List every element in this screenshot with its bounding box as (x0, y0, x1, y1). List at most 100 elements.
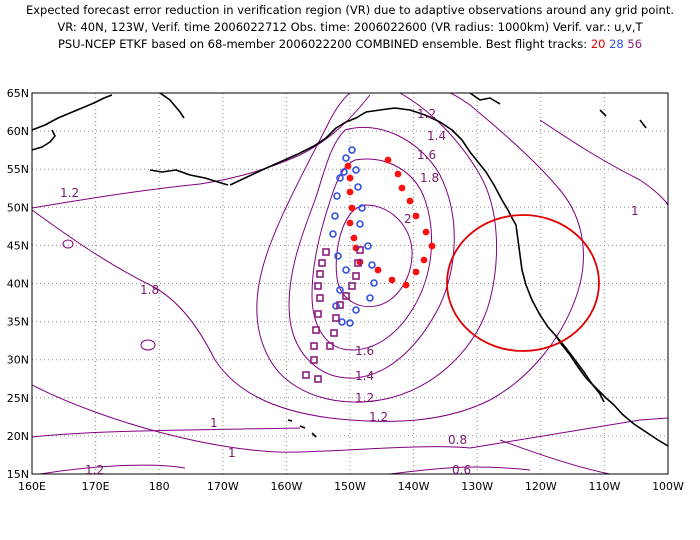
lat-tick-label: 20N (7, 430, 29, 443)
contour-1-0-outer (32, 384, 471, 453)
flight-track-56 (302, 246, 364, 383)
flight-track-marker (342, 292, 350, 300)
flight-track-marker (334, 252, 342, 260)
flight-track-marker (420, 256, 428, 264)
lon-tick-label: 100W (652, 480, 684, 493)
flight-track-marker (330, 329, 338, 337)
flight-track-marker (332, 314, 340, 322)
flight-track-marker (364, 242, 372, 250)
flight-track-marker (348, 146, 356, 154)
title-line-2: VR: 40N, 123W, Verif. time 2006022712 Ob… (57, 20, 643, 34)
flight-track-marker (348, 204, 356, 212)
flight-track-marker (346, 188, 354, 196)
contour-1-4 (256, 93, 498, 403)
flight-track-marker (352, 244, 360, 252)
contour-1-8 (311, 158, 433, 351)
lon-tick-label: 150W (334, 480, 366, 493)
lat-tick-label: 15N (7, 468, 29, 481)
flight-track-marker (352, 166, 360, 174)
flight-track-marker (314, 310, 322, 318)
track-56-label: 56 (627, 37, 643, 51)
contour-label: 1 (210, 416, 218, 430)
flight-track-marker (316, 294, 324, 302)
flight-track-marker (314, 282, 322, 290)
flight-track-marker (348, 282, 356, 290)
lon-tick-label: 110W (588, 480, 620, 493)
flight-track-marker (310, 342, 318, 350)
flight-track-marker (331, 212, 339, 220)
contour-label: 1.2 (355, 391, 374, 405)
lat-tick-label: 25N (7, 392, 29, 405)
contour-label: 1.2 (60, 186, 79, 200)
lon-tick-label: 140W (398, 480, 430, 493)
contour-label: 1.4 (355, 369, 374, 383)
flight-track-marker (352, 306, 360, 314)
flight-track-marker (366, 294, 374, 302)
coast-aleutians (149, 169, 229, 186)
flight-track-20 (344, 156, 436, 289)
figure-title: Expected forecast error reduction in ver… (0, 2, 700, 53)
coast-kamchatka (32, 129, 56, 151)
contour-1-0-east (469, 417, 668, 449)
contour-small-west (62, 239, 74, 249)
flight-track-marker (358, 204, 366, 212)
flight-track-marker (350, 234, 358, 242)
lon-tick-label: 170E (82, 480, 110, 493)
flight-track-marker (394, 170, 402, 178)
flight-track-marker (384, 156, 392, 164)
flight-track-marker (428, 242, 436, 250)
contour-2-0 (335, 204, 413, 308)
lon-tick-label: 160E (18, 480, 46, 493)
lon-tick-label: 180 (149, 480, 170, 493)
lat-tick-label: 50N (7, 201, 29, 214)
contour-0-6 (39, 464, 186, 474)
flight-track-marker (314, 375, 322, 383)
contour-label: 1 (631, 204, 639, 218)
flight-track-marker (356, 246, 364, 254)
flight-track-marker (344, 162, 352, 170)
contour-label: 1.4 (427, 129, 446, 143)
contour-label: 1.8 (420, 171, 439, 185)
flight-track-marker (318, 259, 326, 267)
flight-track-marker (412, 268, 420, 276)
verification-region-circle (446, 214, 600, 352)
contour-label: 0.8 (448, 433, 467, 447)
contour-label: 1.6 (355, 344, 374, 358)
lat-tick-label: 35N (7, 316, 29, 329)
flight-track-marker (412, 212, 420, 220)
hawaii-islands (287, 419, 317, 438)
contour-1-6 (288, 126, 455, 379)
flight-track-marker (322, 248, 330, 256)
flight-track-28 (329, 146, 378, 327)
flight-track-marker (340, 168, 348, 176)
coast-siberia (32, 94, 113, 131)
track-20-label: 20 (590, 37, 606, 51)
lon-tick-label: 160W (270, 480, 302, 493)
longitude-labels: 160E 170E 180 170W 160W 150W 140W 130W 120W 110W 1… (18, 480, 684, 493)
flight-track-marker (422, 228, 430, 236)
title-line-3-prefix: PSU-NCEP ETKF based on 68-member 2006022… (57, 37, 591, 51)
contour-label: 1.2 (85, 463, 104, 477)
flight-track-marker (354, 259, 362, 267)
coastlines (32, 93, 668, 447)
contour-label: 1.8 (140, 283, 159, 297)
flight-track-marker (338, 318, 346, 326)
flight-track-marker (398, 184, 406, 192)
flight-track-marker (332, 302, 340, 310)
contour-1-2-south (32, 427, 301, 438)
contour-label: 1.6 (417, 148, 436, 162)
flight-track-marker (329, 230, 337, 238)
lon-tick-label: 120W (525, 480, 557, 493)
flight-track-marker (312, 326, 320, 334)
contour-0-8 (389, 466, 531, 474)
error-reduction-contours (32, 93, 668, 474)
flight-track-marker (336, 286, 344, 294)
contour-label: 2 (404, 212, 412, 226)
flight-track-marker (302, 371, 310, 379)
lat-tick-label: 60N (7, 125, 29, 138)
flight-track-marker (346, 319, 354, 327)
flight-track-marker (342, 154, 350, 162)
title-line-3: PSU-NCEP ETKF based on 68-member 2006022… (0, 36, 700, 53)
contour-label: 1.2 (369, 410, 388, 424)
